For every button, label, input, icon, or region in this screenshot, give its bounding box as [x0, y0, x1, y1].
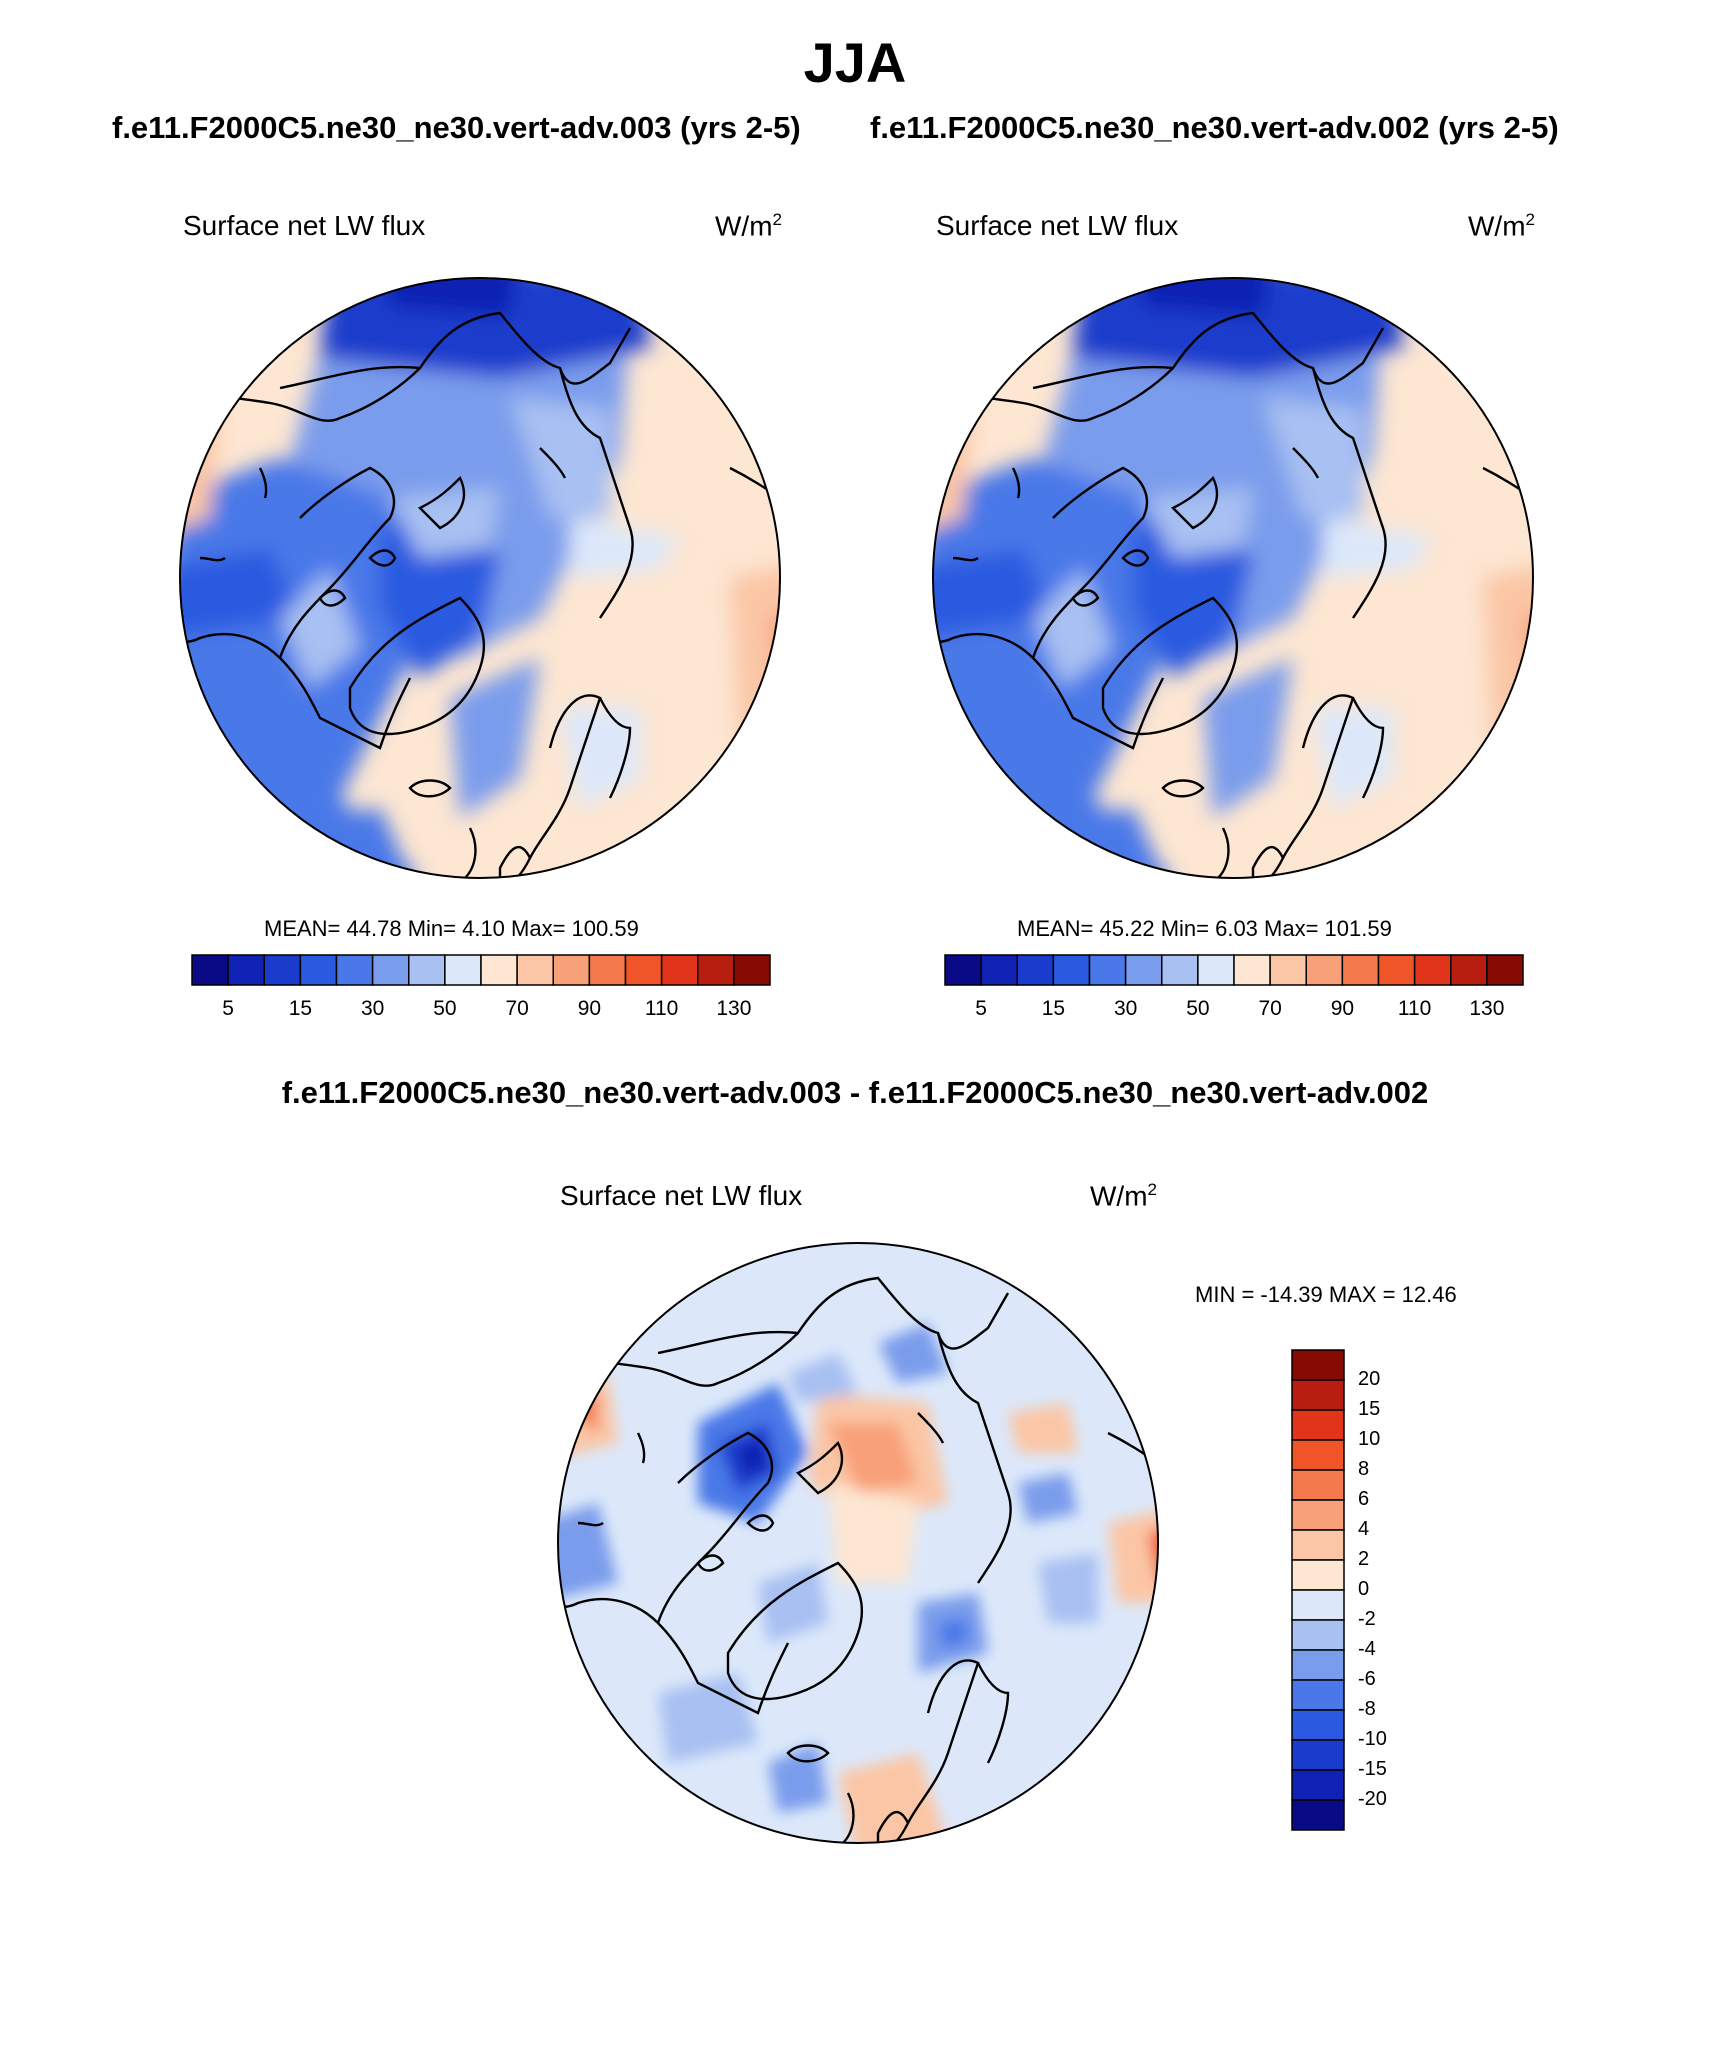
diff-colorbar-box: [1291, 1409, 1345, 1441]
diff-variable-label: Surface net LW flux: [560, 1180, 803, 1211]
panel1-colorbar-box: [624, 954, 663, 986]
panel2-polar-map: [932, 277, 1534, 879]
panel2-colorbar-box: [1413, 954, 1452, 986]
diff-colorbar-box: [1291, 1349, 1345, 1381]
panel1-colorbar: [191, 954, 771, 986]
diff-colorbar-box: [1291, 1529, 1345, 1561]
panel1-units: W/m2: [715, 210, 782, 242]
diff-colorbar-box: [1291, 1379, 1345, 1411]
panel2-units: W/m2: [1468, 210, 1535, 242]
figure-title: JJA: [803, 31, 907, 94]
panel1-colorbar-tick-label: 5: [222, 997, 234, 1020]
panel2-stats: MEAN= 45.22 Min= 6.03 Max= 101.59: [1017, 916, 1392, 941]
diff-colorbar-tick-label: -4: [1358, 1638, 1376, 1660]
diff-colorbar-tick-label: -2: [1358, 1608, 1376, 1630]
panel2-colorbar-tick-label: 50: [1186, 997, 1210, 1020]
panel1-colorbar-tick-label: 50: [433, 997, 457, 1020]
panel2-colorbar-box: [1161, 954, 1199, 986]
diff-colorbar-tick-label: 10: [1358, 1428, 1381, 1450]
panel1-colorbar-box: [588, 954, 627, 986]
panel1-colorbar-box: [733, 954, 771, 986]
panel2-colorbar-box: [1269, 954, 1307, 986]
diff-colorbar-box: [1291, 1679, 1345, 1711]
panel1-polar-map: [179, 277, 781, 879]
case-title-right: f.e11.F2000C5.ne30_ne30.vert-adv.002 (yr…: [870, 110, 1559, 145]
panel2-colorbar: [944, 954, 1524, 986]
diff-polar-map: [557, 1242, 1159, 1844]
panel1-colorbar-box: [552, 954, 591, 986]
panel1-colorbar-box: [191, 954, 229, 986]
diff-title: f.e11.F2000C5.ne30_ne30.vert-adv.003 - f…: [281, 1075, 1429, 1110]
diff-colorbar-box: [1291, 1739, 1345, 1771]
panel1-colorbar-box: [444, 954, 482, 986]
panel1-colorbar-tick-label: 30: [360, 997, 385, 1020]
panel2-colorbar-box: [1233, 954, 1271, 986]
panel1-colorbar-tick-label: 15: [288, 997, 313, 1020]
diff-colorbar-box: [1291, 1619, 1345, 1651]
panel2-colorbar-box: [1305, 954, 1344, 986]
panel1-colorbar-box: [227, 954, 265, 986]
panel2-colorbar-box: [1197, 954, 1235, 986]
diff-colorbar-box: [1291, 1769, 1345, 1801]
panel1-colorbar-tick-label: 70: [505, 997, 529, 1020]
panel1-colorbar-box: [263, 954, 302, 986]
diff-colorbar-box: [1291, 1709, 1345, 1741]
diff-colorbar-box: [1291, 1589, 1345, 1621]
panel2-colorbar-box: [1052, 954, 1091, 986]
diff-colorbar-box: [1291, 1649, 1345, 1681]
diff-colorbar-tick-label: 4: [1358, 1518, 1370, 1540]
panel2-colorbar-tick-label: 5: [975, 997, 987, 1020]
panel2-colorbar-box: [1088, 954, 1127, 986]
panel1-colorbar-box: [371, 954, 410, 986]
diff-colorbar-tick-label: 8: [1358, 1458, 1370, 1480]
diff-colorbar-tick-label: 2: [1358, 1548, 1370, 1570]
panel1-variable-label: Surface net LW flux: [183, 210, 426, 241]
panel1-colorbar-box: [480, 954, 518, 986]
panel2-colorbar-box: [1450, 954, 1488, 986]
diff-colorbar-tick-label: 15: [1358, 1398, 1381, 1420]
panel1-stats: MEAN= 44.78 Min= 4.10 Max= 100.59: [264, 916, 639, 941]
panel1-colorbar-box: [516, 954, 554, 986]
panel2-colorbar-box: [1377, 954, 1416, 986]
diff-stats: MIN = -14.39 MAX = 12.46: [1195, 1282, 1457, 1307]
diff-colorbar-box: [1291, 1469, 1345, 1501]
diff-colorbar: [1291, 1349, 1345, 1831]
panel2-variable-label: Surface net LW flux: [936, 210, 1179, 241]
panel1-colorbar-tick-label: 90: [577, 997, 602, 1020]
panel2-colorbar-box: [1124, 954, 1163, 986]
panel1-colorbar-box: [408, 954, 446, 986]
panel1-colorbar-box: [335, 954, 374, 986]
diff-colorbar-box: [1291, 1499, 1345, 1531]
diff-colorbar-tick-label: -20: [1358, 1788, 1387, 1810]
diff-colorbar-box: [1291, 1439, 1345, 1471]
panel2-colorbar-box: [980, 954, 1018, 986]
diff-units: W/m2: [1090, 1180, 1157, 1212]
panel2-colorbar-tick-label: 90: [1330, 997, 1355, 1020]
diff-colorbar-box: [1291, 1799, 1345, 1831]
panel1-colorbar-box: [299, 954, 338, 986]
panel2-colorbar-tick-label: 130: [1469, 997, 1505, 1020]
panel1-colorbar-box: [697, 954, 735, 986]
panel2-colorbar-tick-label: 30: [1113, 997, 1138, 1020]
panel1-colorbar-box: [660, 954, 699, 986]
diff-colorbar-tick-label: -15: [1358, 1758, 1387, 1780]
panel2-colorbar-box: [944, 954, 982, 986]
panel2-colorbar-tick-label: 70: [1258, 997, 1282, 1020]
panel2-colorbar-box: [1486, 954, 1524, 986]
case-title-left: f.e11.F2000C5.ne30_ne30.vert-adv.003 (yr…: [112, 110, 801, 145]
panel1-colorbar-tick-label: 110: [644, 997, 679, 1020]
panel2-colorbar-tick-label: 15: [1041, 997, 1066, 1020]
panel1-colorbar-tick-label: 130: [716, 997, 752, 1020]
panel2-colorbar-tick-label: 110: [1397, 997, 1432, 1020]
diff-colorbar-tick-label: -8: [1358, 1698, 1376, 1720]
diff-colorbar-tick-label: 6: [1358, 1488, 1370, 1510]
diff-colorbar-tick-label: 0: [1358, 1578, 1370, 1600]
diff-colorbar-tick-label: 20: [1358, 1368, 1381, 1390]
diff-colorbar-box: [1291, 1559, 1345, 1591]
panel2-colorbar-box: [1341, 954, 1380, 986]
panel2-colorbar-box: [1016, 954, 1055, 986]
diff-colorbar-tick-label: -6: [1358, 1668, 1376, 1690]
diff-colorbar-tick-label: -10: [1358, 1728, 1387, 1750]
